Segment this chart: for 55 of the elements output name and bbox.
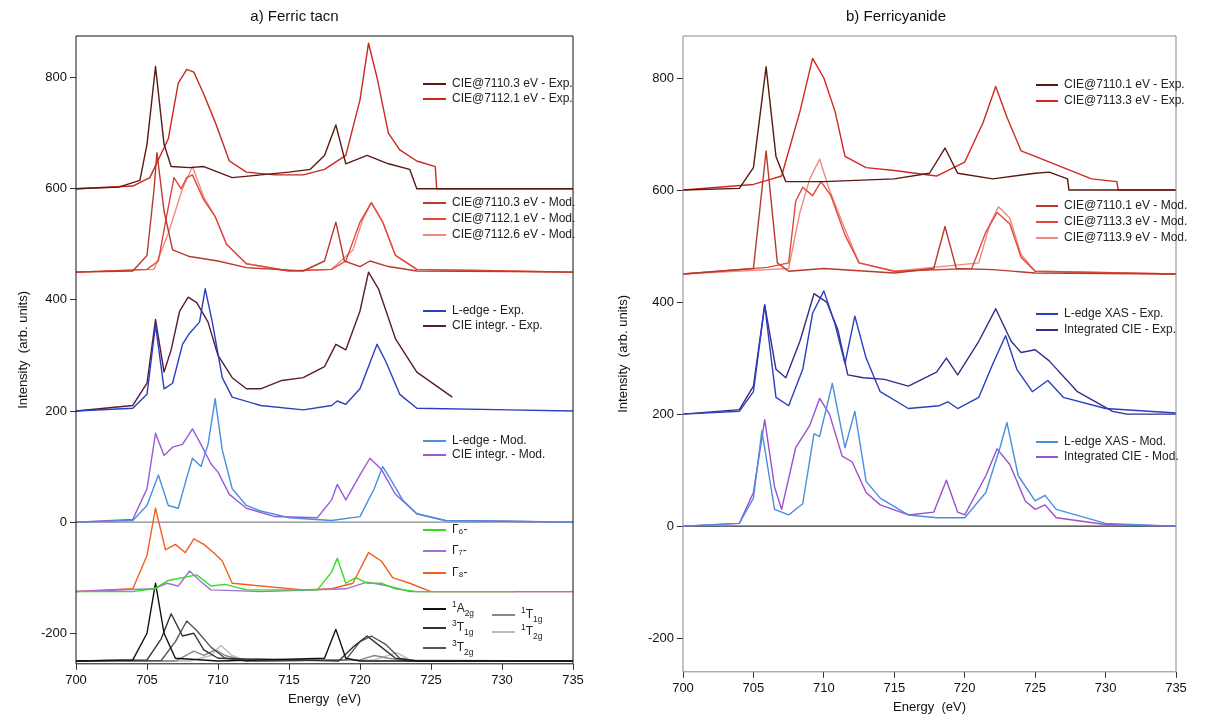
- x-tick-label: 735: [562, 672, 584, 688]
- y-tick-label: 0: [666, 517, 674, 533]
- chart-title: b) Ferricyanide: [845, 7, 947, 25]
- x-tick-label: 710: [813, 680, 835, 696]
- legend-label: CIE@7113.3 eV - Exp.: [1064, 93, 1185, 108]
- x-tick-label: 720: [349, 672, 371, 688]
- y-tick-label: 600: [652, 181, 674, 197]
- legend-label: Γ₈-: [452, 565, 468, 580]
- legend-label: Integrated CIE - Exp.: [1064, 322, 1177, 337]
- legend-label: CIE@7113.3 eV - Mod.: [1064, 214, 1188, 229]
- y-tick-label: 0: [59, 513, 67, 529]
- y-tick-label: 200: [45, 402, 67, 418]
- legend-label: CIE@7112.1 eV - Exp.: [452, 91, 573, 106]
- legend-label: CIE integr. - Mod.: [452, 447, 546, 462]
- x-axis-title: Energy (eV): [288, 690, 361, 706]
- x-tick-label: 720: [953, 680, 976, 696]
- x-tick-label: 705: [136, 672, 158, 688]
- x-tick-label: 735: [1165, 680, 1187, 696]
- y-tick-label: 400: [45, 291, 67, 307]
- legend-label: CIE@7110.1 eV - Mod.: [1064, 198, 1188, 213]
- legend-label: L-edge - Mod.: [452, 433, 527, 448]
- chart-title: a) Ferric tacn: [250, 7, 339, 25]
- legend-label: L-edge XAS - Exp.: [1064, 306, 1164, 321]
- x-tick-label: 725: [420, 672, 442, 688]
- x-tick-label: 710: [207, 672, 229, 688]
- x-tick-label: 700: [65, 672, 87, 688]
- y-tick-label: 400: [652, 293, 674, 309]
- y-axis-title: Intensity (arb. units): [615, 295, 631, 413]
- y-tick-label: -200: [647, 629, 674, 645]
- y-tick-label: 800: [45, 69, 67, 85]
- legend-label: L-edge - Exp.: [452, 303, 525, 318]
- x-tick-label: 715: [883, 680, 906, 696]
- legend-label: CIE integr. - Exp.: [452, 318, 543, 333]
- y-tick-label: 600: [45, 180, 67, 196]
- x-tick-label: 730: [1094, 680, 1117, 696]
- legend-label: Integrated CIE - Mod.: [1064, 449, 1179, 464]
- legend-label: Γ₆-: [452, 522, 468, 537]
- x-axis-title: Energy (eV): [893, 698, 966, 714]
- legend-label: L-edge XAS - Mod.: [1064, 434, 1167, 449]
- x-tick-label: 730: [491, 672, 513, 688]
- legend-label: CIE@7110.3 eV - Mod.: [452, 195, 576, 210]
- x-tick-label: 705: [742, 680, 765, 696]
- y-tick-label: -200: [40, 624, 67, 640]
- y-tick-label: 800: [652, 69, 674, 85]
- y-tick-label: 200: [652, 405, 674, 421]
- legend-label: Γ₇-: [452, 543, 467, 558]
- y-axis-title: Intensity (arb. units): [15, 291, 31, 409]
- x-tick-label: 725: [1024, 680, 1046, 696]
- legend-label: CIE@7110.1 eV - Exp.: [1064, 77, 1185, 92]
- legend-label: CIE@7112.6 eV - Mod.: [452, 227, 576, 242]
- x-tick-label: 700: [672, 680, 694, 696]
- legend-label: CIE@7110.3 eV - Exp.: [452, 76, 573, 91]
- x-tick-label: 715: [278, 672, 300, 688]
- legend-label: CIE@7113.9 eV - Mod.: [1064, 230, 1188, 245]
- legend-label: CIE@7112.1 eV - Mod.: [452, 211, 576, 226]
